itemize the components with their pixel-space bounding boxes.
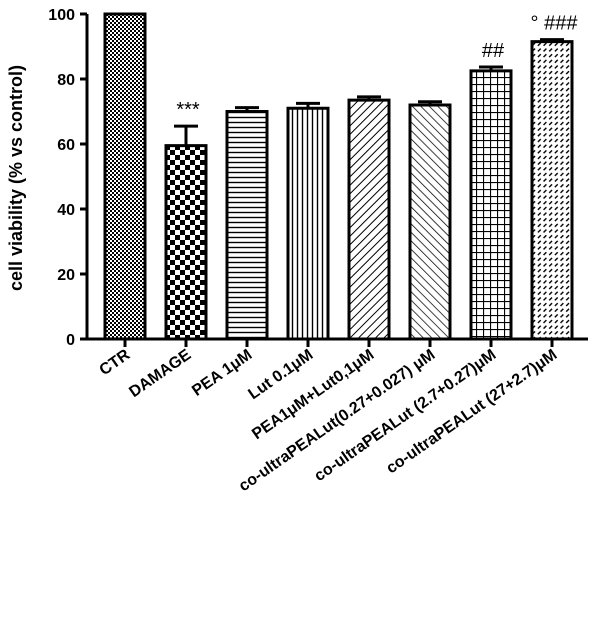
y-tick-label: 0 bbox=[66, 332, 75, 349]
category-label: PEA 1μM bbox=[189, 346, 255, 399]
category-label: DAMAGE bbox=[126, 346, 194, 401]
significance-annotation: *** bbox=[176, 99, 200, 121]
bars-group: *** ## ° ### bbox=[103, 12, 579, 341]
y-tick-label: 80 bbox=[57, 72, 75, 89]
y-tick-label: 40 bbox=[57, 202, 75, 219]
y-tick-label: 20 bbox=[57, 267, 75, 284]
y-tick-label: 60 bbox=[57, 137, 75, 154]
bar bbox=[408, 103, 452, 341]
bar bbox=[103, 12, 147, 341]
significance-annotation: ° ### bbox=[531, 13, 579, 35]
bar bbox=[286, 106, 330, 341]
category-label: CTR bbox=[97, 346, 134, 379]
y-tick-label: 100 bbox=[48, 7, 75, 24]
y-axis-label: cell viability (% vs control) bbox=[6, 65, 26, 291]
bar bbox=[225, 110, 269, 341]
bar bbox=[164, 144, 208, 341]
bar bbox=[469, 69, 513, 341]
significance-annotation: ## bbox=[482, 40, 505, 62]
bar bbox=[347, 98, 391, 341]
bar bbox=[530, 40, 574, 341]
